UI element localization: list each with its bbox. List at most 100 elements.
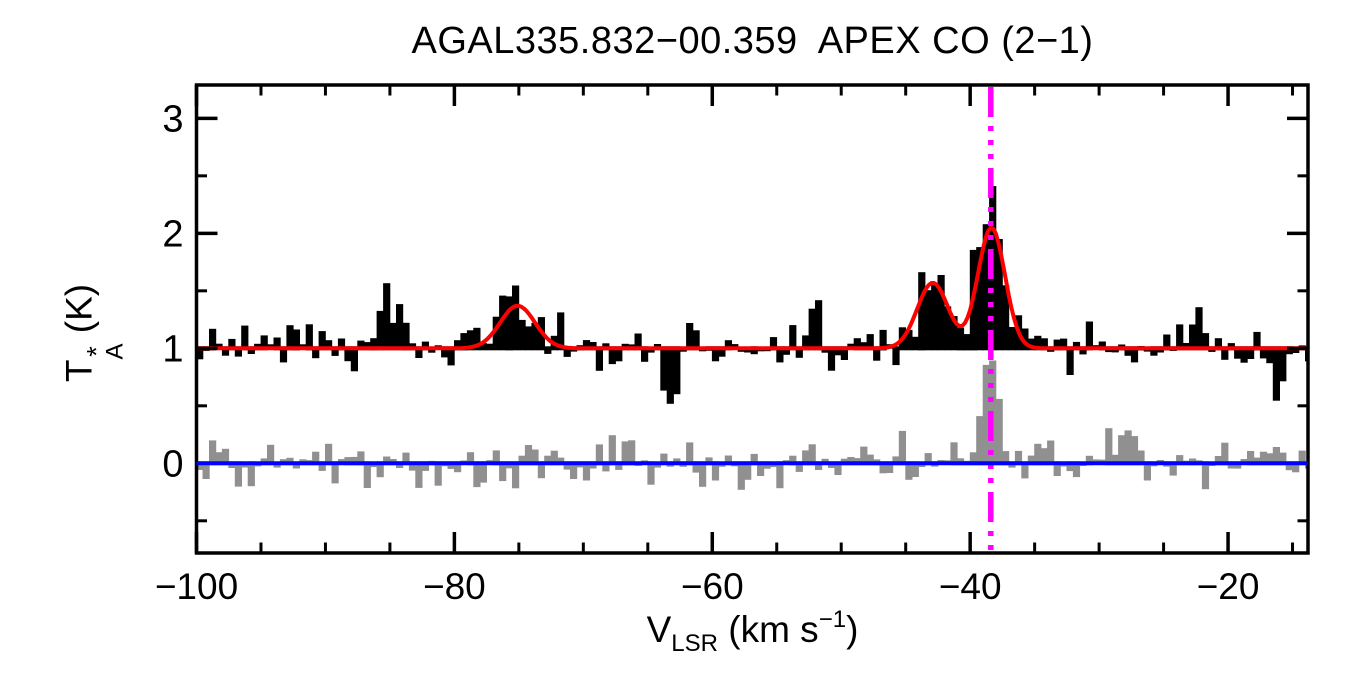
spectrum-channel (1034, 443, 1042, 466)
spectrum-channel (389, 322, 397, 351)
spectrum-channel (1124, 430, 1132, 466)
spectrum-channel (853, 338, 861, 351)
spectrum-channel (1240, 346, 1248, 363)
x-title-exponent: −1 (818, 606, 847, 633)
spectrum-channel (421, 341, 429, 351)
spectrum-channel (460, 333, 468, 351)
spectrum-channel (886, 461, 894, 473)
spectrum-channel (202, 461, 210, 479)
spectrum-channel (1266, 453, 1274, 466)
spectrum-channel (1053, 461, 1061, 476)
spectrum-channel (512, 285, 520, 351)
spectrum-channel (1266, 346, 1274, 364)
spectrum-channel (492, 450, 500, 466)
spectrum-channel (1214, 338, 1222, 351)
spectrum-channel (621, 441, 629, 466)
spectrum-channel (1234, 346, 1242, 359)
spectrum-channel (718, 346, 726, 357)
spectrum-channel (1053, 339, 1061, 351)
spectrum-channel (518, 319, 526, 351)
spectrum-channel (1002, 451, 1010, 466)
spectrum-channel (241, 325, 249, 351)
spectrum-channel (537, 461, 545, 479)
spectrum-channel (1111, 454, 1119, 466)
spectrum-channel (447, 346, 455, 366)
spectrum-channel (1066, 461, 1074, 472)
comparison-spectrum (196, 360, 1308, 490)
spectrum-channel (847, 457, 855, 466)
spectrum-channel (499, 461, 507, 482)
spectrum-channel (692, 461, 700, 473)
spectrum-channel (1143, 461, 1151, 481)
spectrum-channel (582, 461, 591, 481)
x-title-base: V (646, 609, 672, 650)
spectrum-channel (582, 340, 591, 351)
spectrum-channel (757, 461, 765, 476)
spectrum-channel (686, 323, 694, 351)
spectrum-channel (402, 452, 410, 466)
spectrum-channel (209, 328, 217, 351)
plot-frame (194, 83, 1310, 555)
spectrum-channel (782, 346, 790, 355)
spectrum-channel (1247, 346, 1255, 359)
spectrum-channel (331, 461, 339, 484)
spectrum-channel (402, 322, 410, 351)
spectrum-channel (1201, 461, 1210, 490)
y-tick-label: 0 (162, 443, 183, 485)
spectrum-channel (1014, 450, 1023, 466)
spectrum-channel (776, 461, 784, 489)
spectrum-channel (615, 461, 623, 470)
spectrum-channel (692, 330, 700, 351)
spectrum-channel (666, 346, 674, 404)
spectrum-channel (234, 346, 242, 357)
spectrum-channel (286, 325, 294, 351)
spectrum-channel (1240, 459, 1248, 464)
spectrum-channel (995, 239, 1003, 351)
spectrum-channel (1195, 307, 1203, 351)
x-title-subscript: LSR (671, 630, 718, 657)
x-tick-label: −60 (681, 566, 744, 607)
spectrum-channel (905, 461, 913, 480)
spectrum-channel (1214, 456, 1222, 466)
spectrum-channel (221, 346, 230, 356)
spectrum-channel (802, 450, 810, 466)
spectrum-channel (1072, 341, 1081, 351)
spectrum-channel (737, 461, 745, 490)
spectrum-channel (209, 440, 217, 466)
x-tick-label: −40 (939, 566, 1002, 607)
spectrum-channel (415, 461, 423, 488)
spectrum-channel (337, 338, 346, 351)
spectrum-channel (318, 331, 326, 351)
spectrum-channel (570, 461, 578, 479)
spectrum-channel (744, 461, 752, 480)
spectrum-channel (769, 337, 778, 351)
spectrum-channel (273, 337, 281, 351)
spectrum-channel (724, 340, 732, 351)
spectrum-channel (976, 247, 984, 351)
spectrum-channel (344, 457, 352, 466)
spectrum-channel (1027, 338, 1035, 351)
spectrum-channel (905, 329, 913, 351)
spectrum-channel (312, 346, 320, 359)
spectrum-channel (550, 450, 558, 466)
spectrum-channel (924, 453, 932, 466)
spectrum-channel (473, 461, 481, 488)
spectrum-channel (1259, 451, 1268, 466)
spectrum-channel (647, 461, 655, 485)
spectrum-channel (660, 346, 668, 391)
spectrum-channel (357, 340, 365, 351)
spectrum-channel (950, 442, 958, 466)
spectrum-channel (454, 340, 462, 351)
spectrum-channel (376, 461, 384, 478)
spectrum-channel (1130, 346, 1139, 363)
spectrum-channel (866, 454, 874, 466)
spectrum-channel (466, 330, 475, 351)
spectrum-channel (918, 272, 926, 351)
spectrum-channel (1124, 346, 1132, 356)
spectrum-channel (898, 430, 906, 466)
spectrum-channel (1272, 447, 1280, 466)
spectrum-channel (1040, 338, 1048, 351)
spectrum-channel (1098, 341, 1106, 351)
spectrum-channel (847, 343, 855, 349)
